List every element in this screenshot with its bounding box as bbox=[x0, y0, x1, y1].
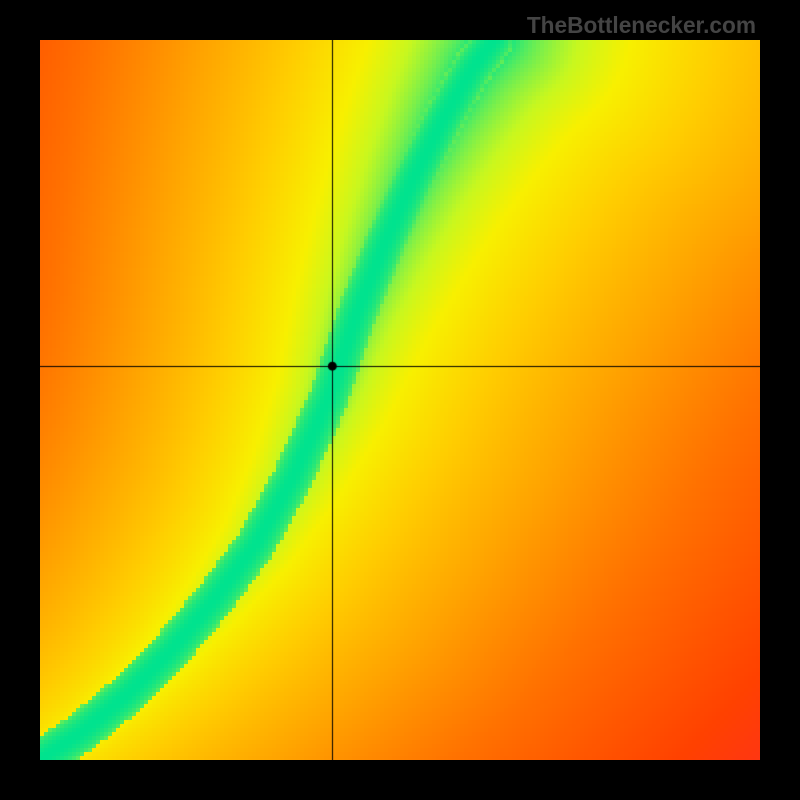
crosshair-overlay bbox=[40, 40, 760, 760]
watermark-text: TheBottlenecker.com bbox=[527, 12, 756, 39]
chart-container: TheBottlenecker.com bbox=[0, 0, 800, 800]
